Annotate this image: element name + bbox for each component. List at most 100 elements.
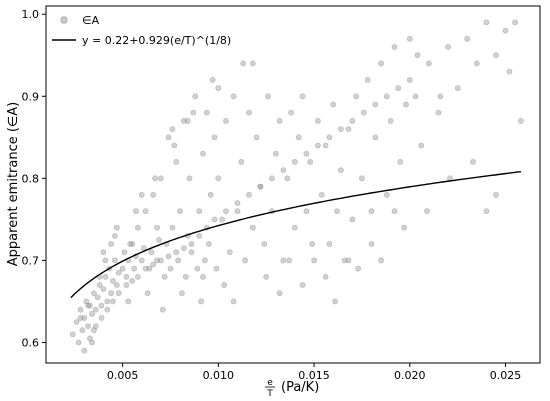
data-point: [353, 93, 360, 100]
data-point: [73, 319, 80, 325]
data-point: [483, 19, 490, 26]
data-point: [221, 282, 227, 288]
data-point: [284, 175, 291, 182]
data-point: [110, 277, 116, 284]
data-point: [383, 191, 390, 198]
data-point: [129, 277, 136, 284]
data-point: [115, 290, 122, 297]
data-point: [223, 208, 229, 215]
data-point: [100, 286, 107, 292]
x-tick-label: 0.025: [490, 369, 522, 382]
data-point: [104, 298, 111, 305]
data-point: [219, 216, 226, 223]
data-point: [502, 27, 509, 34]
data-point: [330, 101, 337, 108]
data-point: [98, 302, 105, 309]
data-point: [493, 191, 499, 198]
data-point: [372, 134, 379, 141]
data-point: [207, 191, 214, 198]
data-point: [200, 150, 206, 157]
data-point: [121, 249, 128, 256]
data-point: [437, 93, 444, 100]
data-point: [318, 191, 325, 198]
data-point: [125, 298, 132, 305]
data-point: [483, 208, 490, 215]
data-point: [89, 310, 95, 317]
data-point: [182, 273, 189, 280]
data-point: [173, 158, 180, 165]
data-point: [175, 257, 181, 264]
data-point: [383, 93, 390, 100]
data-point: [249, 224, 256, 231]
data-point: [196, 232, 203, 239]
data-point: [391, 208, 398, 215]
data-point: [91, 290, 97, 297]
data-point: [113, 224, 120, 231]
data-point: [200, 273, 206, 280]
data-point: [412, 93, 419, 100]
data-point: [127, 241, 134, 247]
data-point: [291, 158, 298, 165]
data-point: [512, 19, 518, 26]
data-point: [96, 282, 103, 288]
data-point: [332, 298, 338, 305]
data-point: [138, 257, 145, 264]
data-point: [364, 77, 371, 83]
data-point: [397, 158, 404, 165]
data-point: [387, 118, 394, 124]
data-point: [261, 241, 268, 247]
data-point: [311, 257, 317, 264]
data-point: [424, 208, 430, 215]
data-point: [395, 85, 402, 91]
data-point: [131, 265, 137, 272]
data-point: [157, 175, 164, 182]
data-point: [94, 294, 101, 301]
data-point: [69, 331, 76, 338]
data-point: [355, 265, 361, 272]
fit-curve-line: [70, 171, 521, 299]
data-point: [148, 249, 155, 256]
data-point: [401, 224, 407, 231]
data-point: [230, 298, 237, 305]
data-point: [211, 134, 218, 141]
x-tick-label: 0.020: [394, 369, 426, 382]
data-point: [115, 269, 122, 276]
data-point: [180, 245, 187, 251]
data-point: [85, 323, 91, 329]
data-point: [119, 265, 126, 272]
data-point: [263, 273, 270, 280]
data-point: [454, 85, 461, 91]
data-point: [286, 257, 293, 264]
data-point: [249, 60, 256, 67]
data-point: [334, 208, 340, 215]
scatter-points: [69, 19, 524, 354]
y-tick-label: 0.9: [22, 90, 40, 103]
data-point: [186, 175, 193, 182]
data-point: [110, 298, 116, 305]
data-point: [177, 208, 183, 215]
data-point: [190, 109, 197, 116]
data-point: [165, 253, 172, 260]
data-point: [493, 52, 499, 59]
data-point: [194, 265, 201, 272]
data-point: [322, 142, 329, 149]
data-point: [108, 241, 114, 247]
data-point: [406, 77, 413, 83]
legend-scatter-label: ∈A: [82, 14, 100, 27]
data-point: [234, 208, 241, 215]
data-point: [133, 208, 139, 215]
data-point: [326, 134, 333, 141]
data-point: [223, 118, 229, 124]
x-axis-label: e T (Pa/K): [265, 378, 319, 399]
data-point: [345, 257, 352, 264]
data-point: [198, 298, 204, 305]
data-point: [246, 109, 252, 116]
data-point: [372, 101, 379, 108]
data-point: [280, 257, 287, 264]
data-point: [403, 101, 409, 108]
data-point: [215, 175, 222, 182]
plot-area: [45, 5, 541, 364]
data-point: [150, 191, 157, 198]
data-point: [169, 224, 176, 231]
data-point: [188, 241, 195, 247]
